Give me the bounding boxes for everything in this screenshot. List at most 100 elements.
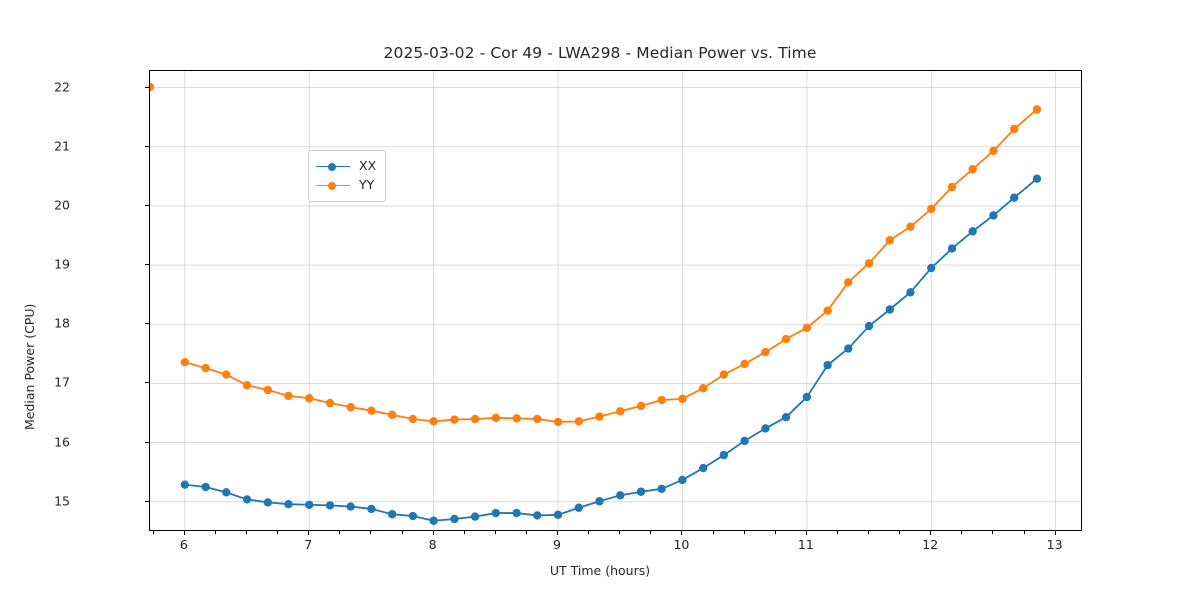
data-point <box>781 412 791 422</box>
data-point <box>740 359 749 369</box>
data-point <box>595 497 604 506</box>
y-tick-mark <box>145 382 149 384</box>
data-point <box>242 495 252 504</box>
data-point <box>512 414 521 423</box>
data-point <box>553 510 563 520</box>
data-point <box>678 394 687 404</box>
data-point <box>636 487 646 496</box>
legend-swatch-yy-icon <box>316 180 350 192</box>
data-point <box>1010 124 1019 134</box>
x-minor-tick-mark <box>619 531 621 534</box>
x-minor-tick-mark <box>712 531 714 534</box>
data-point <box>408 511 418 521</box>
x-tick-label: 7 <box>304 537 313 552</box>
x-tick-mark <box>183 531 185 535</box>
data-point <box>968 165 977 174</box>
x-minor-tick-mark <box>1023 531 1025 534</box>
data-point <box>491 508 501 518</box>
x-minor-tick-mark <box>463 531 465 534</box>
data-point <box>470 414 480 424</box>
data-point <box>657 484 666 493</box>
data-point <box>906 222 915 231</box>
data-point <box>595 412 604 421</box>
x-minor-tick-mark <box>899 531 901 534</box>
data-point <box>325 501 335 510</box>
data-point <box>657 395 666 405</box>
x-minor-tick-mark <box>650 531 652 534</box>
data-point <box>678 475 687 485</box>
data-point <box>761 347 770 357</box>
data-point <box>429 516 438 525</box>
y-tick-label: 20 <box>54 197 70 213</box>
data-point <box>823 306 832 315</box>
x-tick-label: 13 <box>1046 537 1063 552</box>
data-point <box>719 450 729 460</box>
y-tick-mark <box>145 204 149 206</box>
data-point <box>222 488 231 497</box>
data-point <box>346 502 355 511</box>
data-point <box>222 370 231 379</box>
y-tick-mark <box>145 441 149 443</box>
x-tick-mark <box>1054 531 1056 535</box>
x-minor-tick-mark <box>214 531 216 534</box>
data-point <box>450 514 459 524</box>
data-point <box>388 410 397 420</box>
x-axis-label: UT Time (hours) <box>549 563 651 578</box>
x-minor-tick-mark <box>370 531 372 534</box>
x-tick-label: 11 <box>797 537 814 552</box>
data-point <box>823 360 832 370</box>
data-point <box>242 381 252 390</box>
y-tick-label: 18 <box>54 315 70 331</box>
legend-item-yy: YY <box>316 176 376 195</box>
data-point <box>305 394 314 403</box>
y-tick-label: 19 <box>54 256 70 272</box>
data-point <box>947 244 957 253</box>
y-tick-mark <box>145 145 149 147</box>
data-point <box>989 211 998 220</box>
x-tick-mark <box>681 531 683 535</box>
data-point <box>885 305 895 314</box>
data-point <box>367 406 376 415</box>
x-minor-tick-mark <box>494 531 496 534</box>
x-minor-tick-mark <box>992 531 994 534</box>
data-point <box>180 480 190 489</box>
plot-svg <box>150 71 1083 532</box>
data-point <box>263 498 273 507</box>
data-point <box>553 417 563 427</box>
data-point <box>802 392 812 402</box>
data-point <box>844 344 853 353</box>
legend-label-xx: XX <box>359 158 377 174</box>
x-tick-mark <box>930 531 932 535</box>
data-point <box>927 204 936 214</box>
x-tick-label: 8 <box>428 537 437 552</box>
plot-area: XX YY <box>149 70 1083 532</box>
data-point <box>844 278 853 287</box>
data-point <box>284 391 293 401</box>
y-tick-label: 16 <box>54 434 70 450</box>
data-point <box>367 504 376 514</box>
data-point <box>150 82 155 92</box>
x-minor-tick-mark <box>246 531 248 534</box>
x-minor-tick-mark <box>774 531 776 534</box>
x-minor-tick-mark <box>525 531 527 534</box>
x-tick-mark <box>805 531 807 535</box>
series-markers <box>150 82 1042 525</box>
data-point <box>864 259 874 268</box>
data-point <box>491 413 501 422</box>
data-point <box>1032 174 1042 183</box>
x-minor-tick-mark <box>401 531 403 534</box>
data-point <box>699 384 708 393</box>
data-point <box>512 508 521 518</box>
data-point <box>429 417 438 426</box>
y-tick-mark <box>145 500 149 502</box>
data-point <box>574 503 584 512</box>
data-point <box>968 227 977 236</box>
data-point <box>325 398 335 408</box>
x-tick-mark <box>557 531 559 535</box>
data-point <box>947 182 957 192</box>
data-point <box>802 323 812 333</box>
data-point <box>989 146 998 156</box>
x-tick-label: 10 <box>673 537 690 552</box>
y-tick-label: 22 <box>54 79 70 95</box>
